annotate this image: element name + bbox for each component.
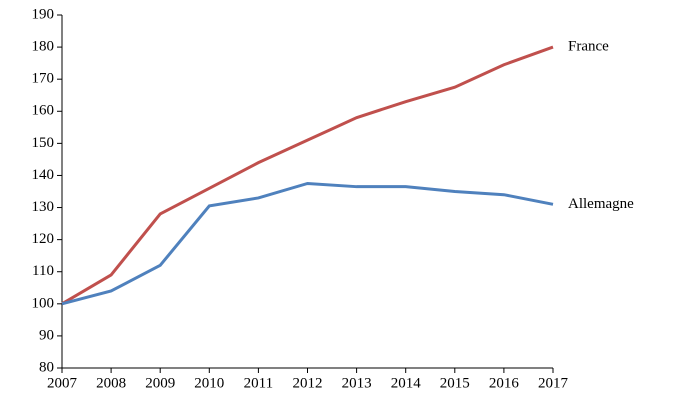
y-tick-label: 180: [32, 39, 55, 55]
x-tick-label: 2011: [244, 375, 273, 391]
y-tick-label: 170: [32, 71, 55, 87]
y-tick-label: 120: [32, 231, 55, 247]
x-tick-label: 2013: [342, 375, 372, 391]
line-series: [61, 181, 554, 306]
x-tick-label: 2009: [145, 375, 175, 391]
x-tick-label: 2015: [440, 375, 470, 391]
y-tick-label: 160: [32, 103, 55, 119]
x-tick-label: 2007: [47, 375, 78, 391]
series-label: Allemagne: [568, 196, 634, 212]
y-tick-label: 110: [32, 263, 54, 279]
x-tick-label: 2014: [391, 375, 422, 391]
x-tick-label: 2010: [194, 375, 224, 391]
y-tick-label: 190: [32, 6, 55, 22]
y-tick-label: 100: [32, 295, 55, 311]
x-tick-label: 2012: [293, 375, 323, 391]
y-tick-label: 80: [39, 359, 54, 375]
series-label: France: [568, 39, 609, 55]
y-tick-label: 90: [39, 327, 54, 343]
y-tick-label: 140: [32, 167, 55, 183]
x-tick-label: 2017: [538, 375, 569, 391]
x-tick-label: 2016: [489, 375, 520, 391]
y-tick-label: 130: [32, 199, 55, 215]
line-series: [61, 45, 554, 306]
x-tick-label: 2008: [96, 375, 126, 391]
y-tick-label: 150: [32, 135, 55, 151]
